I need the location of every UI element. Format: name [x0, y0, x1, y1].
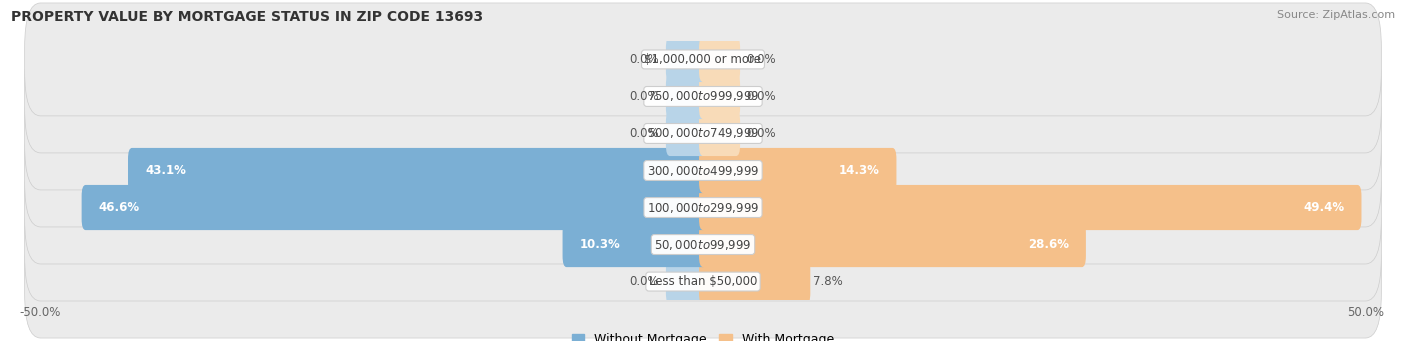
- Text: 0.0%: 0.0%: [630, 127, 659, 140]
- FancyBboxPatch shape: [666, 74, 707, 119]
- Text: Source: ZipAtlas.com: Source: ZipAtlas.com: [1277, 10, 1395, 20]
- FancyBboxPatch shape: [699, 185, 1361, 230]
- FancyBboxPatch shape: [128, 148, 707, 193]
- FancyBboxPatch shape: [699, 148, 897, 193]
- FancyBboxPatch shape: [699, 259, 810, 304]
- Text: $100,000 to $299,999: $100,000 to $299,999: [647, 201, 759, 214]
- FancyBboxPatch shape: [25, 225, 1381, 338]
- FancyBboxPatch shape: [699, 111, 740, 156]
- Text: $300,000 to $499,999: $300,000 to $499,999: [647, 163, 759, 178]
- FancyBboxPatch shape: [82, 185, 707, 230]
- Text: 0.0%: 0.0%: [747, 53, 776, 66]
- Text: 43.1%: 43.1%: [145, 164, 186, 177]
- Text: PROPERTY VALUE BY MORTGAGE STATUS IN ZIP CODE 13693: PROPERTY VALUE BY MORTGAGE STATUS IN ZIP…: [11, 10, 484, 24]
- Text: 28.6%: 28.6%: [1028, 238, 1069, 251]
- FancyBboxPatch shape: [562, 222, 707, 267]
- Text: 0.0%: 0.0%: [630, 90, 659, 103]
- Legend: Without Mortgage, With Mortgage: Without Mortgage, With Mortgage: [567, 328, 839, 341]
- Text: 0.0%: 0.0%: [630, 275, 659, 288]
- FancyBboxPatch shape: [25, 151, 1381, 264]
- FancyBboxPatch shape: [666, 37, 707, 82]
- Text: Less than $50,000: Less than $50,000: [648, 275, 758, 288]
- FancyBboxPatch shape: [25, 77, 1381, 190]
- FancyBboxPatch shape: [25, 40, 1381, 153]
- FancyBboxPatch shape: [699, 74, 740, 119]
- FancyBboxPatch shape: [666, 259, 707, 304]
- Text: 0.0%: 0.0%: [747, 127, 776, 140]
- Text: 46.6%: 46.6%: [98, 201, 141, 214]
- FancyBboxPatch shape: [699, 37, 740, 82]
- Text: 0.0%: 0.0%: [747, 90, 776, 103]
- FancyBboxPatch shape: [25, 3, 1381, 116]
- Text: 14.3%: 14.3%: [838, 164, 879, 177]
- FancyBboxPatch shape: [25, 114, 1381, 227]
- Text: 0.0%: 0.0%: [630, 53, 659, 66]
- Text: $1,000,000 or more: $1,000,000 or more: [644, 53, 762, 66]
- Text: $50,000 to $99,999: $50,000 to $99,999: [654, 238, 752, 252]
- Text: 7.8%: 7.8%: [813, 275, 842, 288]
- Text: $500,000 to $749,999: $500,000 to $749,999: [647, 127, 759, 140]
- Text: $750,000 to $999,999: $750,000 to $999,999: [647, 89, 759, 103]
- FancyBboxPatch shape: [25, 188, 1381, 301]
- Text: 49.4%: 49.4%: [1303, 201, 1344, 214]
- FancyBboxPatch shape: [666, 111, 707, 156]
- FancyBboxPatch shape: [699, 222, 1085, 267]
- Text: 10.3%: 10.3%: [579, 238, 620, 251]
